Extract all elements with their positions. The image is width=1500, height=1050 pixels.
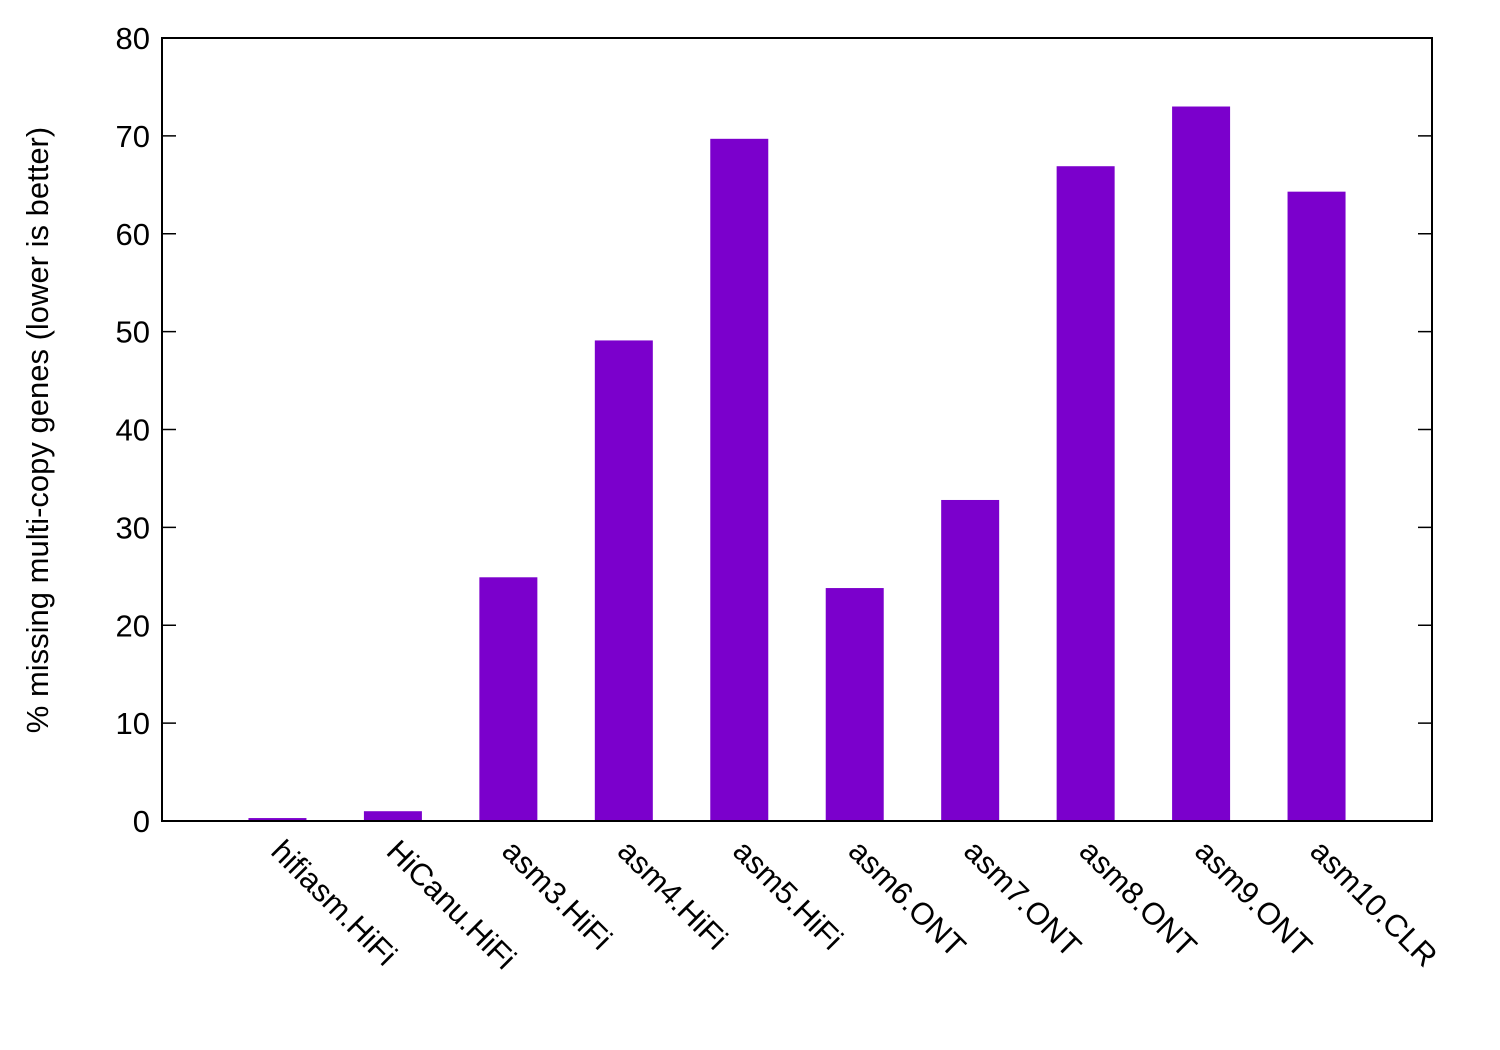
bar <box>479 577 538 821</box>
y-tick-label: 20 <box>116 608 150 643</box>
y-tick-label: 80 <box>116 21 150 56</box>
y-tick-label: 10 <box>116 706 150 741</box>
x-tick-label: asm9.ONT <box>1188 833 1319 964</box>
x-tick-label: asm6.ONT <box>842 833 973 964</box>
bar <box>710 138 769 821</box>
y-tick-label: 40 <box>116 413 150 448</box>
x-tick-label: asm8.ONT <box>1073 833 1204 964</box>
bar <box>1287 191 1346 821</box>
bar <box>248 818 307 821</box>
y-axis-label: % missing multi-copy genes (lower is bet… <box>20 127 55 733</box>
x-tick-label: asm10.CLR <box>1304 833 1444 973</box>
bar <box>1056 166 1115 821</box>
plot-frame <box>161 37 1433 822</box>
y-tick-label: 70 <box>116 119 150 154</box>
y-tick-label: 60 <box>116 217 150 252</box>
x-tick-label: asm4.HiFi <box>611 833 734 956</box>
bar <box>594 340 653 821</box>
y-tick-label: 0 <box>133 804 150 839</box>
x-tick-label: asm5.HiFi <box>726 833 849 956</box>
y-tick-label: 50 <box>116 315 150 350</box>
bar <box>1172 106 1231 821</box>
bar <box>825 588 884 821</box>
y-tick-label: 30 <box>116 510 150 545</box>
x-tick-label: asm7.ONT <box>957 833 1088 964</box>
bar <box>363 811 422 821</box>
bar <box>941 499 1000 821</box>
x-tick-label: asm3.HiFi <box>495 833 618 956</box>
